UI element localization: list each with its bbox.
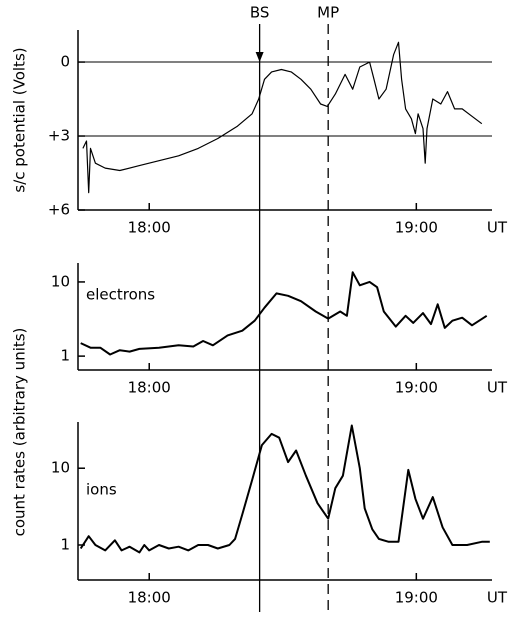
series-line (79, 424, 490, 554)
x-axis-label: UT (487, 379, 508, 397)
vline-label: MP (317, 4, 339, 22)
series-line (80, 271, 488, 356)
y-tick-label: +6 (48, 201, 70, 219)
x-axis-label: UT (487, 589, 508, 607)
series-line (82, 41, 483, 194)
y-tick-label: 1 (60, 347, 70, 365)
x-tick-label: 18:00 (128, 219, 171, 237)
x-tick-label: 19:00 (395, 589, 438, 607)
x-tick-label: 19:00 (395, 379, 438, 397)
y-tick-label: +3 (48, 127, 70, 145)
y-tick-label: 10 (51, 459, 70, 477)
y-tick-label: 1 (60, 535, 70, 553)
y-axis-label: s/c potential (Volts) (11, 47, 29, 192)
y-axis-label: count rates (arbitrary units) (11, 328, 29, 537)
vline-arrow (255, 52, 264, 62)
y-tick-label: 10 (51, 272, 70, 290)
x-axis-label: UT (487, 219, 508, 237)
series-label: electrons (86, 286, 155, 304)
x-tick-label: 18:00 (128, 589, 171, 607)
series-label: ions (86, 481, 117, 499)
x-tick-label: 19:00 (395, 219, 438, 237)
vline-label: BS (250, 4, 270, 22)
x-tick-label: 18:00 (128, 379, 171, 397)
y-tick-label: 0 (60, 53, 70, 71)
